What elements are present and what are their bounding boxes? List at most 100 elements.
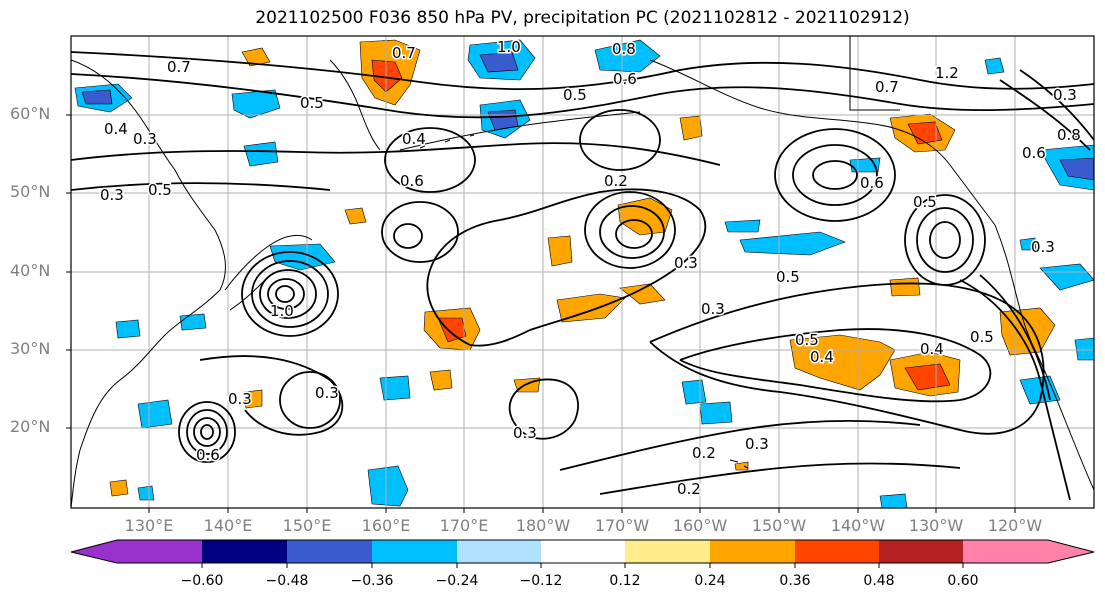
contour-label: 0.3: [315, 384, 339, 402]
colorbar-tick-label: 0.12: [609, 573, 641, 589]
kamchatka-coast: [329, 59, 381, 151]
precip-positive-patches: [109, 39, 1056, 497]
contour-label: 0.5: [563, 86, 587, 104]
contour-label: 0.3: [513, 424, 537, 442]
precip-patch: [699, 401, 733, 425]
contour-label: 0.7: [167, 58, 191, 76]
contour-label: 0.6: [1022, 144, 1046, 162]
contour-label: 0.3: [1053, 86, 1077, 104]
contour-label: 0.2: [692, 444, 716, 462]
precip-patch: [679, 115, 703, 141]
contour-label: 0.3: [133, 130, 157, 148]
contour-label: 0.5: [148, 181, 172, 199]
contour-label: 0.5: [913, 193, 937, 211]
precip-patch: [789, 334, 896, 391]
colorbar-outline: [70, 539, 1095, 564]
lon-label: 120°W: [987, 516, 1043, 535]
alaska-coast: [649, 59, 996, 226]
precip-patch: [879, 493, 908, 508]
lon-label: 150°E: [282, 516, 332, 535]
contour-label: 1.0: [270, 302, 294, 320]
precip-patch: [594, 39, 661, 73]
lon-label: 180°W: [515, 516, 571, 535]
map-frame-content: 0.7 1.0 0.8 0.6 0.5 0.3 0.4 0.5 0.6 0.3 …: [71, 36, 1094, 508]
precip-patch: [724, 219, 761, 233]
lat-label-20n: 20°N: [10, 417, 51, 436]
lon-label: 130°W: [908, 516, 964, 535]
colorbar-tick-label: −0.24: [435, 573, 479, 589]
colorbar-segment: [710, 540, 795, 563]
contour-label: 0.4: [104, 120, 128, 138]
precip-patch: [243, 389, 263, 409]
pv-low-center: [241, 251, 339, 337]
colorbar-tick-label: −0.60: [180, 573, 224, 589]
precip-patch: [379, 375, 411, 401]
colorbar-tick-label: 0.36: [779, 573, 811, 589]
contour-label: 0.6: [196, 446, 220, 464]
contour-label: 0.7: [392, 44, 416, 62]
contour-label: 0.6: [613, 70, 637, 88]
contour-label: 1.0: [497, 38, 521, 56]
pv-typhoon-center: [178, 401, 236, 463]
contour-label: 0.4: [920, 340, 944, 358]
aleutian-chain: [399, 111, 641, 151]
precip-patch: [1059, 157, 1094, 181]
contour-label: 0.7: [875, 78, 899, 96]
precip-patch: [179, 313, 207, 331]
lon-label: 160°W: [672, 516, 728, 535]
lon-label: 140°W: [830, 516, 886, 535]
contour-label: 0.5: [970, 328, 994, 346]
colorbar-tick-label: 0.48: [863, 573, 895, 589]
contour-label: 0.3: [701, 300, 725, 318]
axis-ticks: [66, 114, 1016, 513]
contour-label: 0.8: [1057, 126, 1081, 144]
colorbar-tick-label: 0.24: [694, 573, 726, 589]
precip-patch: [367, 465, 409, 507]
coastlines: [71, 36, 1094, 508]
precip-patch: [907, 121, 943, 145]
lon-label: 170°W: [594, 516, 650, 535]
colorbar-tick-label: −0.48: [265, 573, 309, 589]
colorbar-segment: [963, 540, 1094, 563]
precip-patch: [739, 231, 846, 256]
contour-label: 0.4: [402, 130, 426, 148]
contour-label: 0.3: [674, 254, 698, 272]
colorbar: [70, 539, 1095, 568]
map-title: 2021102500 F036 850 hPa PV, precipitatio…: [255, 8, 910, 28]
precip-patch: [429, 369, 453, 391]
lat-label-60n: 60°N: [10, 104, 51, 123]
lon-label: 170°E: [439, 516, 489, 535]
precip-patch: [617, 197, 673, 236]
precip-patch: [889, 277, 921, 297]
precip-patch: [1039, 263, 1094, 291]
precip-patch: [437, 317, 467, 343]
contour-label: 0.5: [776, 268, 800, 286]
precip-patch: [479, 51, 519, 73]
precip-patch: [109, 479, 129, 497]
colorbar-segment: [202, 540, 287, 563]
precip-patch: [619, 283, 666, 305]
colorbar-segment: [879, 540, 963, 563]
hawaii: [729, 459, 749, 469]
asia-coast: [71, 59, 226, 508]
colorbar-tick-label: −0.36: [350, 573, 394, 589]
contour-labels: 0.7 1.0 0.8 0.6 0.5 0.3 0.4 0.5 0.6 0.3 …: [99, 37, 1083, 500]
precip-patch: [547, 235, 573, 267]
contour-label: 0.5: [300, 94, 324, 112]
contour-label: 0.5: [795, 331, 819, 349]
lon-label: 150°W: [751, 516, 807, 535]
precip-patch: [344, 207, 367, 225]
precip-patch: [904, 363, 951, 391]
precip-patch: [81, 89, 113, 105]
colorbar-segment: [287, 540, 372, 563]
contour-label: 0.3: [100, 186, 124, 204]
contour-label: 0.2: [604, 172, 628, 190]
colorbar-segment: [457, 540, 541, 563]
lat-label-40n: 40°N: [10, 261, 51, 280]
precip-patch: [1074, 337, 1094, 361]
lon-label: 160°E: [361, 516, 411, 535]
precip-patch: [137, 399, 173, 429]
colorbar-segment: [625, 540, 710, 563]
colorbar-segment: [71, 540, 202, 563]
